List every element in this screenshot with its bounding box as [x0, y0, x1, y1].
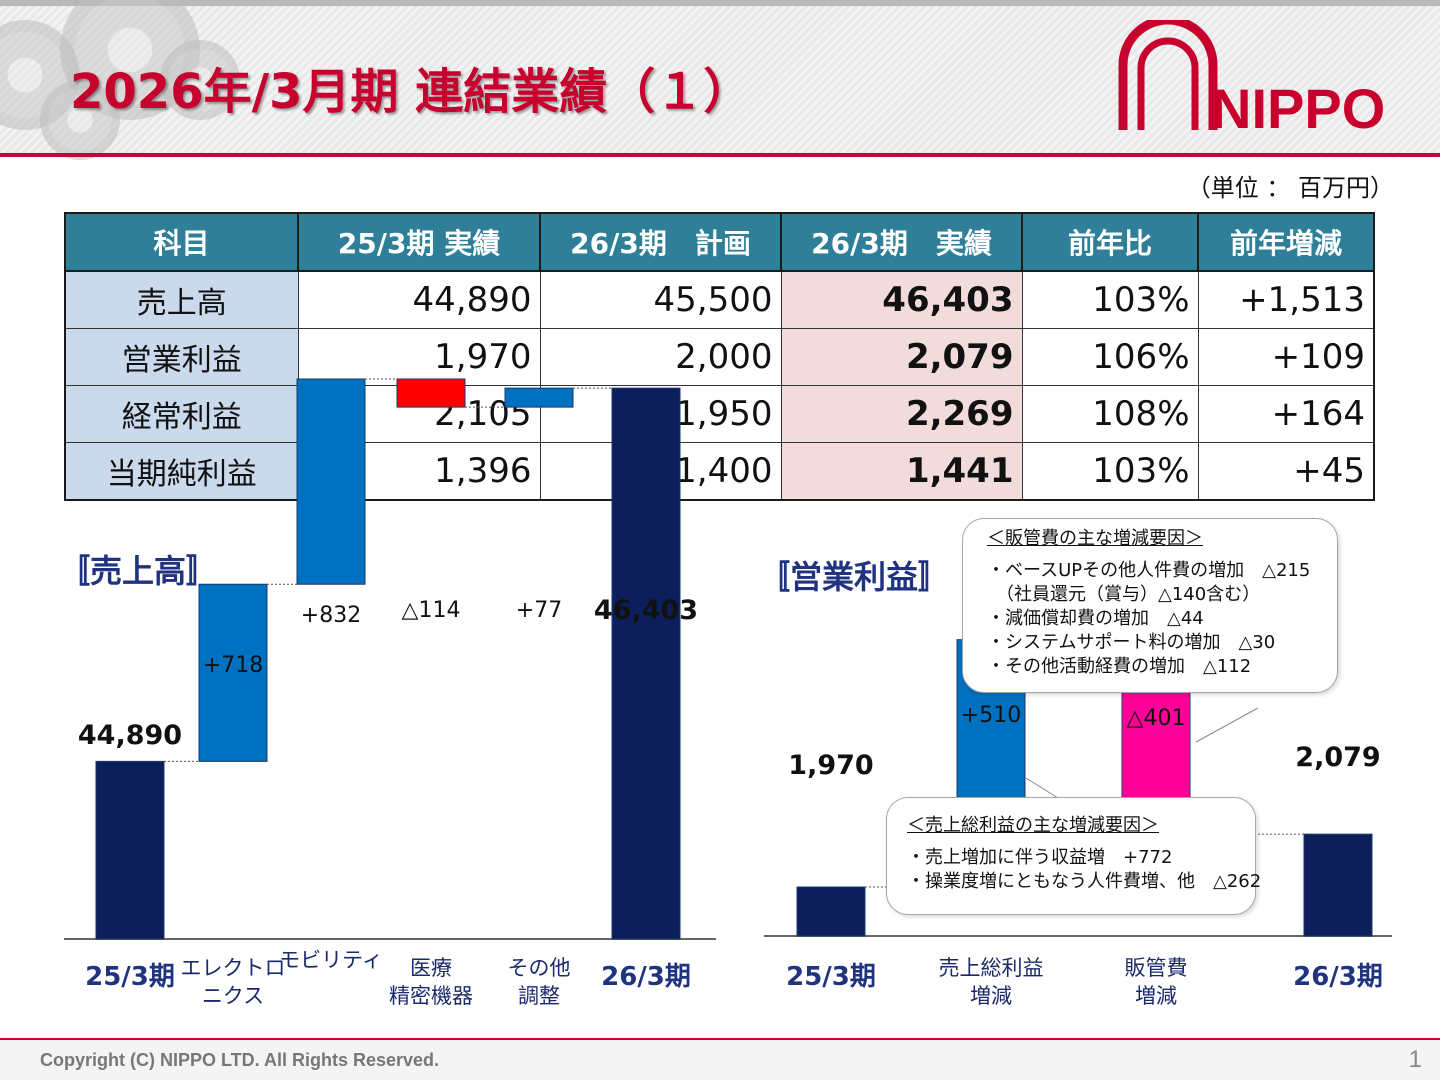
page-title: 2026年/3月期 連結業績（１）: [70, 64, 752, 120]
sga-factors-note: ＜販管費の主な増減要因＞ ・ベースUPその他人件費の増加 △215 （社員還元（…: [962, 518, 1338, 693]
header-background: [0, 0, 1440, 155]
gross-note-heading: ＜売上総利益の主な増減要因＞: [907, 815, 1159, 836]
data-label: △401: [1127, 706, 1186, 731]
sga-note-line: ・その他活動経費の増加 △112: [987, 656, 1252, 677]
copyright-text: Copyright (C) NIPPO LTD. All Rights Rese…: [40, 1050, 440, 1070]
data-label: 44,890: [78, 720, 182, 751]
category-label: 増減: [970, 984, 1012, 1008]
chart-bar: [796, 886, 866, 937]
table-cell: +1,513: [1197, 270, 1375, 329]
data-label: +718: [203, 653, 263, 678]
category-label: 精密機器: [389, 984, 473, 1008]
table-row: 売上高 44,890 45,500 46,403 103% +1,513: [64, 270, 1375, 329]
data-label: 46,403: [594, 595, 698, 626]
column-header: 科目: [64, 212, 299, 272]
sga-note-line: ・ベースUPその他人件費の増加 △215: [987, 560, 1311, 581]
table-cell: 103%: [1021, 442, 1199, 501]
table-cell: 1,970: [297, 328, 541, 386]
table-row: 当期純利益 1,396 1,400 1,441 103% +45: [64, 442, 1375, 501]
gross-note-line: ・操業度増にともなう人件費増、他 △262: [907, 871, 1262, 892]
gross-profit-factors-note: ＜売上総利益の主な増減要因＞ ・売上増加に伴う収益増 +772 ・操業度増にとも…: [886, 797, 1262, 915]
category-label: 販管費: [1125, 956, 1188, 980]
data-label: +832: [301, 603, 361, 628]
nippo-logo: NIPPO: [1118, 20, 1385, 135]
column-header: 前年増減: [1197, 212, 1375, 272]
chart-bar: [95, 760, 165, 940]
footer-divider: [0, 1038, 1440, 1040]
unit-label: （単位 ： 百万円）: [1186, 174, 1394, 202]
table-cell: 108%: [1021, 385, 1199, 443]
sga-note-line: （社員還元（賞与）△140含む）: [987, 584, 1261, 605]
table-cell: +45: [1197, 442, 1375, 501]
table-cell: 2,000: [539, 328, 782, 386]
sga-note-line: ・システムサポート料の増加 △30: [987, 632, 1276, 653]
table-cell-actual: 2,079: [780, 328, 1023, 386]
column-header: 25/3期 実績: [297, 212, 541, 272]
table-cell: 106%: [1021, 328, 1199, 386]
gross-note-line: ・売上増加に伴う収益増 +772: [907, 847, 1173, 868]
column-header: 26/3期 計画: [539, 212, 782, 272]
gear-decoration-icon: [160, 40, 240, 120]
operating-income-chart-title: 〚営業利益〛: [758, 558, 951, 596]
category-label: 26/3期: [1293, 962, 1383, 992]
table-cell: +164: [1197, 385, 1375, 443]
table-cell: 103%: [1021, 270, 1199, 329]
sales-chart-title: 〚売上高〛: [58, 552, 219, 590]
row-label: 当期純利益: [64, 442, 299, 501]
column-header: 26/3期 実績: [780, 212, 1023, 272]
table-cell-actual: 46,403: [780, 270, 1023, 329]
category-label: 25/3期: [85, 962, 175, 992]
data-label: +77: [516, 598, 562, 623]
data-label: 1,970: [788, 750, 873, 781]
table-cell-actual: 1,441: [780, 442, 1023, 501]
column-header: 前年比: [1021, 212, 1199, 272]
category-label: 調整: [518, 984, 560, 1008]
row-label: 経常利益: [64, 385, 299, 443]
chart-bar: [1303, 833, 1373, 937]
data-label: +510: [961, 703, 1021, 728]
chart-bar: [198, 583, 268, 762]
sga-note-line: ・減価償却費の増加 △44: [987, 608, 1204, 629]
footer: [0, 1040, 1440, 1080]
table-header-row: 科目 25/3期 実績 26/3期 計画 26/3期 実績 前年比 前年増減: [64, 212, 1375, 272]
category-label: 医療: [410, 956, 452, 980]
category-label: 増減: [1135, 984, 1177, 1008]
category-label: その他: [508, 956, 571, 980]
chart-bar: [396, 378, 466, 408]
table-row: 経常利益 2,105 1,950 2,269 108% +164: [64, 385, 1375, 443]
chart-bar: [611, 387, 681, 940]
gear-decoration-icon: [40, 80, 120, 160]
sga-note-heading: ＜販管費の主な増減要因＞: [987, 528, 1203, 549]
chart-bar: [504, 387, 574, 408]
logo-text: NIPPO: [1211, 77, 1385, 135]
category-label: エレクトロ: [181, 956, 286, 980]
category-label: ニクス: [202, 984, 264, 1008]
table-row: 営業利益 1,970 2,000 2,079 106% +109: [64, 328, 1375, 386]
table-cell: +109: [1197, 328, 1375, 386]
callout-pointer: [1195, 707, 1259, 743]
row-label: 売上高: [64, 270, 299, 329]
table-cell: 44,890: [297, 270, 541, 329]
callout-pointer: [1025, 777, 1059, 799]
results-table: 科目 25/3期 実績 26/3期 計画 26/3期 実績 前年比 前年増減 売…: [64, 212, 1375, 501]
data-label: 2,079: [1295, 742, 1380, 773]
header-divider: [0, 153, 1440, 157]
category-label: モビリティ: [279, 948, 383, 972]
table-cell-actual: 2,269: [780, 385, 1023, 443]
category-label: 25/3期: [786, 962, 876, 992]
table-cell: 45,500: [539, 270, 782, 329]
category-label: 26/3期: [601, 962, 691, 992]
data-label: △114: [402, 598, 461, 623]
chart-bar: [296, 378, 366, 585]
top-border: [0, 0, 1440, 6]
category-label: 売上総利益: [939, 956, 1044, 980]
page-number: 1: [1408, 1046, 1422, 1073]
